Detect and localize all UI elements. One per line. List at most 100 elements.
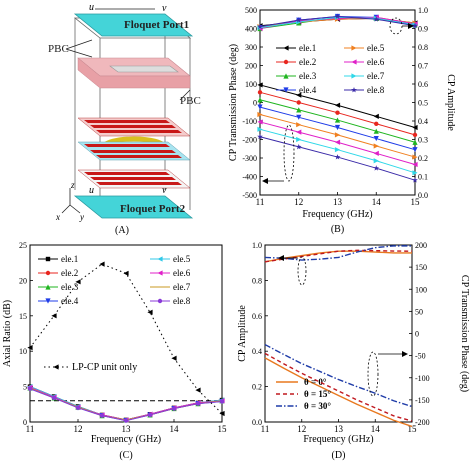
legend-label: ele.5 (367, 43, 385, 53)
phase-marker (412, 147, 418, 153)
y-tick-label-left: 0 (253, 99, 257, 108)
legend-marker (157, 256, 163, 262)
y-tick-label: 15 (19, 312, 27, 321)
x-tick-label: 12 (297, 424, 306, 434)
phase-marker (412, 139, 418, 145)
phase-marker (257, 97, 263, 103)
y-tick-label-left: 1.0 (252, 241, 262, 250)
panel-label-d: (D) (332, 450, 346, 461)
phase-marker (296, 107, 302, 113)
axial-ratio-marker (219, 399, 225, 404)
grating-bottom (84, 144, 182, 158)
y-tick-label-right: 0.7 (418, 62, 428, 71)
legend-marker (351, 73, 357, 79)
legend-label: ele.6 (173, 268, 191, 278)
axial-ratio-marker (75, 405, 81, 411)
panel-label-c: (C) (119, 450, 132, 461)
phase-marker (296, 92, 302, 98)
y-tick-label-right: 0.6 (418, 80, 428, 89)
x-tick-label: 14 (170, 424, 180, 434)
legend-marker (283, 59, 289, 65)
phase-marker (334, 139, 341, 145)
axial-ratio-line-ele.1 (29, 386, 223, 421)
legend-marker (283, 45, 289, 51)
y-tick-label-right: 0.1 (418, 173, 428, 182)
phase-marker (334, 154, 341, 160)
pbc-right-label: PBC (180, 95, 201, 107)
y-axis-label-left: CP Transmission Phase (deg) (228, 44, 239, 161)
phase-marker (257, 104, 263, 110)
phase-marker (412, 170, 418, 176)
panel-label-b: (B) (331, 224, 344, 235)
panel-a: Floquet Port1 Floquet Port2 PBC PBC u v … (48, 2, 201, 236)
x-tick-label: 13 (122, 424, 132, 434)
y-tick-label: 20 (19, 276, 27, 285)
axial-ratio-marker (171, 406, 177, 411)
amplitude-marker (412, 22, 418, 29)
amplitude-marker (257, 23, 263, 30)
y-tick-label-right: 150 (415, 263, 427, 272)
chart-d: 11 12 13 14 15 0.0 0.2 0.4 0.6 0.8 1.0 -200 -150 -100… (237, 241, 470, 461)
phase-marker (373, 135, 379, 142)
axial-ratio-marker (99, 261, 105, 267)
axial-ratio-marker (51, 395, 57, 401)
y-tick-label-left: 0.6 (252, 312, 262, 321)
legend-label: θ = 30° (304, 401, 331, 411)
legend-marker (351, 87, 357, 93)
amplitude-annotation-arrowhead (408, 23, 414, 29)
axis-v-top: v (162, 3, 167, 14)
phase-marker (257, 90, 263, 95)
legend-label: LP-CP unit only (72, 362, 137, 373)
axial-ratio-marker (99, 413, 105, 418)
phase-marker (334, 124, 341, 131)
y-tick-label-right: 0.4 (418, 117, 428, 126)
y-tick-label-right: 0.0 (418, 191, 428, 200)
y-tick-label-right: 0.5 (418, 99, 428, 108)
axis-x: x (55, 212, 60, 222)
legend-label: θ = 15° (304, 389, 331, 399)
axial-ratio-marker (75, 279, 81, 285)
x-tick-label: 14 (371, 424, 381, 434)
axial-ratio-line-ele.8 (29, 388, 223, 422)
axial-ratio-marker (195, 401, 201, 406)
axis-y: y (79, 212, 84, 222)
phase-marker (412, 124, 418, 131)
phase-marker (335, 110, 340, 115)
y-axis-label-left: CP Amplitude (237, 305, 248, 362)
legend-label: ele.7 (173, 282, 191, 292)
y-axis-label-right: CP Transmission Phase (deg) (459, 275, 470, 392)
legend-label: ele.6 (367, 57, 385, 67)
phase-marker (257, 82, 263, 88)
phase-marker (334, 102, 341, 108)
phase-marker (373, 128, 379, 134)
y-tick-label-right: -150 (415, 396, 430, 405)
y-tick-label-left: 200 (245, 62, 257, 71)
legend-marker (283, 87, 289, 93)
axial-ratio-marker (27, 386, 33, 391)
phase-marker (412, 154, 418, 160)
y-tick-label-right: 0.8 (418, 43, 428, 52)
legend-label: ele.2 (61, 268, 78, 278)
phase-marker (334, 147, 341, 153)
legend-marker (351, 45, 357, 51)
axial-ratio-marker (123, 418, 129, 423)
x-axis-label: Frequency (GHz) (303, 434, 373, 445)
y-tick-label-left: 0.4 (252, 347, 262, 356)
legend-label: ele.1 (299, 43, 316, 53)
y-tick-label-right: 1.0 (418, 6, 428, 15)
y-tick-label-right: 100 (415, 285, 427, 294)
phase-annotation-ellipse (283, 124, 295, 182)
axial-ratio-line-ele.5 (29, 386, 223, 421)
phase-marker (296, 100, 301, 105)
y-tick-label-left: -200 (242, 136, 257, 145)
x-tick-label: 13 (334, 424, 344, 434)
amplitude-annotation-ellipse (297, 256, 307, 286)
y-tick-label-left: 500 (245, 6, 257, 15)
amplitude-marker (373, 16, 380, 22)
legend-label: ele.3 (299, 71, 317, 81)
phase-marker (257, 133, 263, 140)
y-tick-label-right: 0.9 (418, 25, 428, 34)
axial-ratio-marker (51, 313, 57, 319)
phase-marker (412, 177, 418, 183)
